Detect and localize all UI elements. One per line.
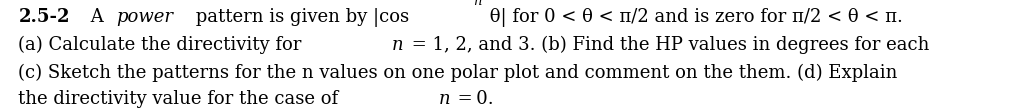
Text: n: n [439, 90, 451, 108]
Text: pattern is given by |cos: pattern is given by |cos [190, 8, 410, 27]
Text: n: n [391, 36, 403, 54]
Text: the directivity value for the case of: the directivity value for the case of [18, 90, 344, 108]
Text: n: n [473, 0, 481, 8]
Text: (a) Calculate the directivity for: (a) Calculate the directivity for [18, 36, 307, 54]
Text: (c) Sketch the patterns for the n values on one polar plot and comment on the th: (c) Sketch the patterns for the n values… [18, 64, 898, 82]
Text: 2.5-2: 2.5-2 [18, 8, 70, 26]
Text: = 1, 2, and 3. (b) Find the HP values in degrees for each: = 1, 2, and 3. (b) Find the HP values in… [407, 36, 936, 54]
Text: A: A [85, 8, 110, 26]
Text: θ| for 0 < θ < π/2 and is zero for π/2 < θ < π.: θ| for 0 < θ < π/2 and is zero for π/2 <… [483, 8, 902, 27]
Text: = 0.: = 0. [454, 90, 494, 108]
Text: power: power [117, 8, 173, 26]
